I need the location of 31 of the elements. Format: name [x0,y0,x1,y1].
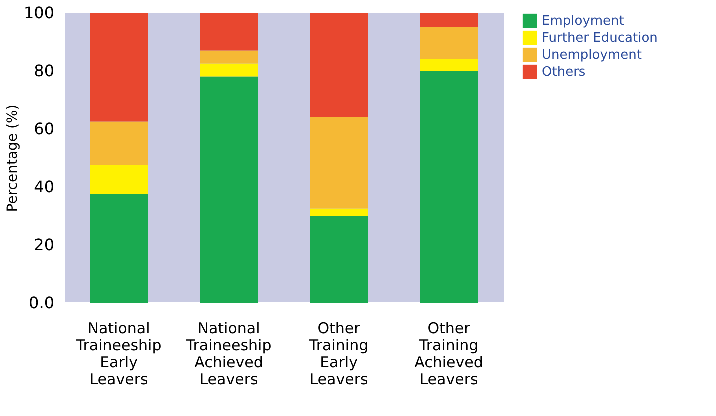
x-tick-label: National Traineeship Early Leavers [75,320,162,388]
y-tick-label: 80 [34,62,54,80]
bar [420,28,478,60]
bar [200,64,258,77]
x-tick-label: Other Training Early Leavers [308,320,369,388]
bar [310,13,368,118]
bar [420,13,478,28]
y-axis-title: Percentage (%) [4,104,21,212]
y-tick-label: 40 [34,178,54,196]
legend-label: Employment [542,14,624,29]
bar [310,216,368,303]
bar [90,122,148,166]
y-tick-label: 20 [34,236,54,254]
bar [420,59,478,71]
y-tick-label: 60 [34,120,54,138]
bar [90,165,148,194]
bar [200,50,258,64]
legend-label: Unemployment [542,48,642,63]
bar [200,76,258,303]
bar [90,13,148,122]
y-tick-label: 0.0 [29,294,54,312]
bar [310,117,368,209]
bar [90,194,148,303]
bar [310,208,368,216]
y-tick-label: 100 [24,4,54,22]
bar [200,13,258,51]
x-tick-label: Other Training Achieved Leavers [414,320,484,388]
x-tick-label: National Traineeship Achieved Leavers [185,320,272,388]
legend-label: Others [542,65,586,80]
legend-label: Further Education [542,31,658,46]
bar [420,71,478,303]
